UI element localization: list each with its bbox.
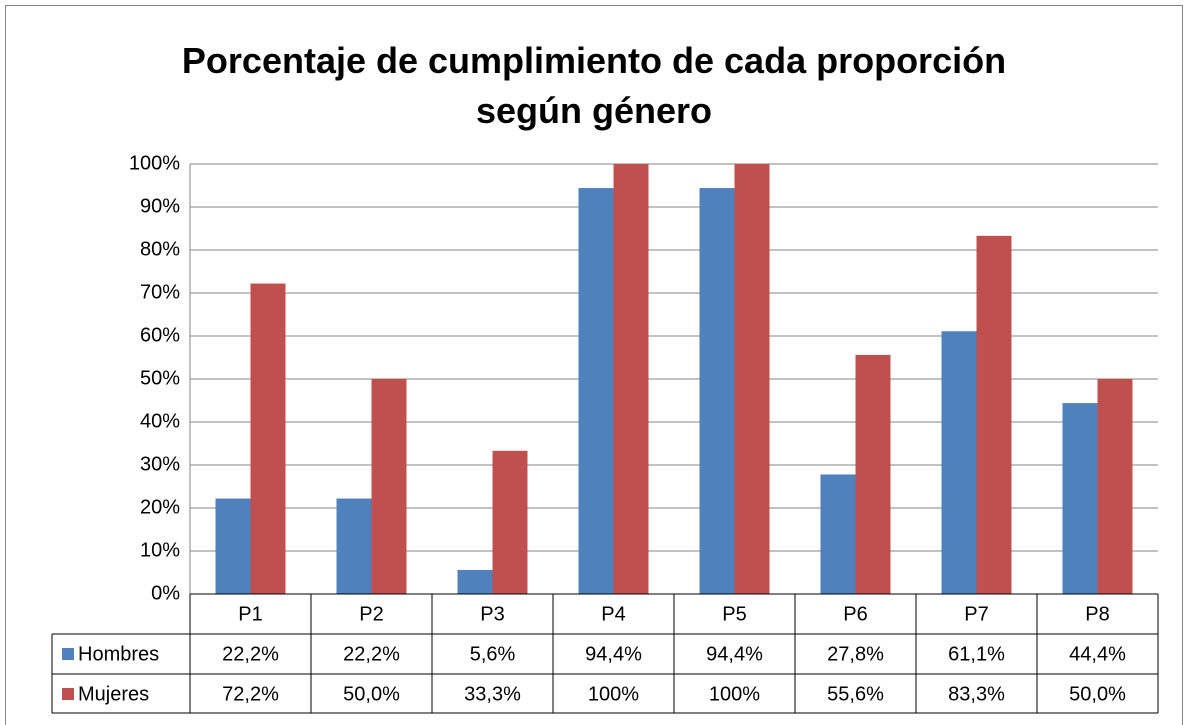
x-tick-label: P4 (601, 603, 625, 625)
data-label: 22,2% (343, 643, 400, 665)
legend-label: Hombres (78, 643, 159, 665)
y-tick-label: 60% (140, 324, 180, 346)
bar (578, 188, 614, 594)
y-tick-label: 10% (140, 539, 180, 561)
data-label: 22,2% (222, 643, 279, 665)
y-tick-label: 70% (140, 281, 180, 303)
data-label: 27,8% (827, 643, 884, 665)
y-tick-label: 80% (140, 238, 180, 260)
bar (336, 498, 372, 594)
bar (215, 498, 251, 594)
data-label: 44,4% (1069, 643, 1126, 665)
data-label: 72,2% (222, 683, 279, 705)
legend-marker (62, 688, 74, 700)
bar (941, 331, 977, 594)
y-tick-label: 30% (140, 453, 180, 475)
bar (1097, 379, 1133, 594)
data-label: 33,3% (464, 683, 521, 705)
data-label: 50,0% (343, 683, 400, 705)
y-tick-label: 50% (140, 367, 180, 389)
data-label: 50,0% (1069, 683, 1126, 705)
bar (820, 474, 856, 594)
y-tick-label: 20% (140, 496, 180, 518)
x-tick-label: P7 (964, 603, 988, 625)
x-tick-label: P5 (722, 603, 746, 625)
chart-title: Porcentaje de cumplimiento de cada propo… (181, 40, 1007, 131)
bar (699, 188, 735, 594)
bar (492, 450, 528, 594)
y-tick-label: 40% (140, 410, 180, 432)
x-tick-label: P6 (843, 603, 867, 625)
data-label: 5,6% (470, 643, 516, 665)
bar (613, 164, 649, 594)
y-tick-label: 90% (140, 195, 180, 217)
data-label: 94,4% (706, 643, 763, 665)
bar (855, 354, 891, 594)
legend-label: Mujeres (78, 683, 149, 705)
y-tick-label: 100% (129, 152, 180, 174)
data-label: 55,6% (827, 683, 884, 705)
bar (371, 379, 407, 594)
bar (734, 164, 770, 594)
bar (976, 235, 1012, 594)
x-tick-label: P2 (359, 603, 383, 625)
y-tick-label: 0% (151, 582, 180, 604)
data-label: 100% (709, 683, 760, 705)
data-label: 100% (588, 683, 639, 705)
data-label: 61,1% (948, 643, 1005, 665)
bar (1062, 403, 1098, 594)
data-label: 83,3% (948, 683, 1005, 705)
x-tick-label: P8 (1085, 603, 1109, 625)
bar (457, 569, 493, 594)
legend-marker (62, 648, 74, 660)
bar (250, 283, 286, 594)
x-tick-label: P3 (480, 603, 504, 625)
x-tick-label: P1 (238, 603, 262, 625)
data-label: 94,4% (585, 643, 642, 665)
